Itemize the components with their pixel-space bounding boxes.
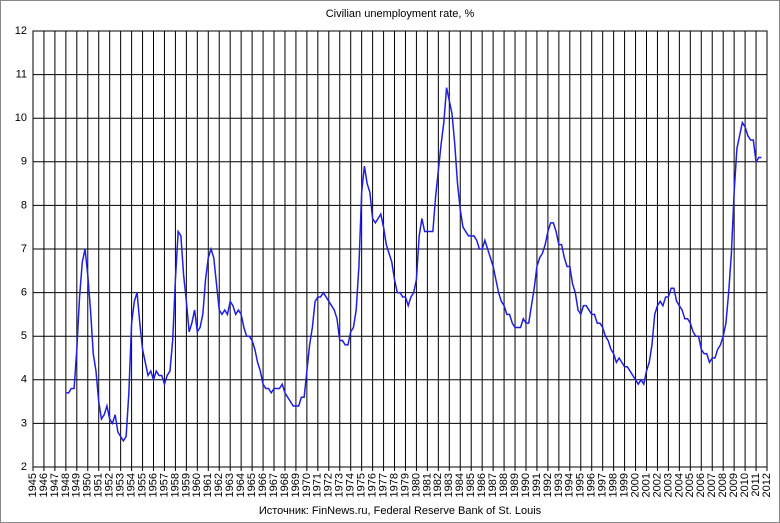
- x-tick-label: 2012: [761, 473, 773, 497]
- x-tick-label: 2010: [739, 473, 751, 497]
- x-tick-label: 1973: [334, 473, 346, 497]
- x-tick-label: 1968: [279, 473, 291, 497]
- x-tick-label: 2005: [684, 473, 696, 497]
- x-tick-label: 1994: [564, 473, 576, 497]
- x-tick-label: 1947: [49, 473, 61, 497]
- y-tick-label: 5: [21, 330, 27, 342]
- y-tick-label: 6: [21, 287, 27, 299]
- x-tick-label: 1983: [443, 473, 455, 497]
- y-tick-label: 3: [21, 417, 27, 429]
- x-tick-label: 1967: [268, 473, 280, 497]
- x-tick-label: 2004: [673, 473, 685, 497]
- x-tick-label: 1982: [432, 473, 444, 497]
- x-tick-label: 1984: [454, 473, 466, 497]
- x-tick-label: 1965: [246, 473, 258, 497]
- x-tick-label: 1950: [82, 473, 94, 497]
- y-tick-label: 4: [21, 374, 27, 386]
- x-tick-label: 1961: [202, 473, 214, 497]
- x-tick-label: 2011: [750, 473, 762, 497]
- x-tick-label: 1992: [542, 473, 554, 497]
- y-tick-label: 12: [15, 25, 27, 37]
- x-tick-label: 1963: [224, 473, 236, 497]
- x-tick-label: 1978: [388, 473, 400, 497]
- y-tick-label: 7: [21, 243, 27, 255]
- x-tick-label: 1995: [575, 473, 587, 497]
- x-tick-label: 1986: [476, 473, 488, 497]
- x-tick-label: 1952: [104, 473, 116, 497]
- x-tick-label: 1948: [60, 473, 72, 497]
- y-tick-label: 11: [16, 69, 27, 81]
- x-tick-label: 1990: [520, 473, 532, 497]
- x-tick-label: 1945: [27, 473, 39, 497]
- x-tick-label: 2000: [629, 473, 641, 497]
- x-tick-label: 1981: [421, 473, 433, 497]
- x-tick-label: 2009: [728, 473, 740, 497]
- x-tick-label: 1988: [498, 473, 510, 497]
- x-tick-label: 1951: [93, 473, 105, 497]
- x-tick-label: 1966: [257, 473, 269, 497]
- x-tick-label: 1993: [553, 473, 565, 497]
- x-tick-label: 1960: [191, 473, 203, 497]
- x-tick-label: 1959: [180, 473, 192, 497]
- x-tick-label: 2006: [695, 473, 707, 497]
- x-tick-label: 1979: [399, 473, 411, 497]
- x-tick-label: 1991: [531, 473, 543, 497]
- x-tick-label: 1953: [115, 473, 127, 497]
- x-tick-label: 2002: [651, 473, 663, 497]
- x-tick-label: 1962: [213, 473, 225, 497]
- x-tick-label: 1996: [586, 473, 598, 497]
- x-tick-label: 1999: [618, 473, 630, 497]
- chart-title: Civilian unemployment rate, %: [326, 8, 475, 20]
- x-tick-label: 1989: [509, 473, 521, 497]
- x-tick-label: 2007: [706, 473, 718, 497]
- x-tick-label: 2003: [662, 473, 674, 497]
- data-line: [65, 87, 762, 443]
- x-tick-label: 1954: [126, 473, 138, 497]
- x-tick-label: 1980: [410, 473, 422, 497]
- x-tick-label: 1997: [597, 473, 609, 497]
- x-tick-label: 1946: [38, 473, 50, 497]
- x-tick-label: 1974: [345, 473, 357, 497]
- source-note: Источник: FinNews.ru, Federal Reserve Ba…: [259, 505, 542, 517]
- x-tick-label: 1957: [158, 473, 170, 497]
- y-tick-label: 9: [21, 156, 27, 168]
- x-tick-label: 1955: [136, 473, 148, 497]
- x-tick-label: 1958: [169, 473, 181, 497]
- x-tick-label: 2001: [640, 473, 652, 497]
- x-tick-label: 1976: [367, 473, 379, 497]
- x-tick-label: 1971: [312, 473, 324, 497]
- y-tick-label: 8: [21, 199, 27, 211]
- y-tick-label: 10: [15, 112, 27, 124]
- x-tick-label: 1985: [465, 473, 477, 497]
- x-tick-label: 1975: [356, 473, 368, 497]
- x-tick-label: 1972: [323, 473, 335, 497]
- x-tick-label: 1956: [147, 473, 159, 497]
- x-tick-label: 1998: [608, 473, 620, 497]
- x-tick-label: 1970: [301, 473, 313, 497]
- x-tick-label: 1964: [235, 473, 247, 497]
- x-tick-label: 1949: [71, 473, 83, 497]
- x-tick-label: 1969: [290, 473, 302, 497]
- x-tick-label: 1977: [377, 473, 389, 497]
- x-tick-label: 1987: [487, 473, 499, 497]
- x-tick-label: 2008: [717, 473, 729, 497]
- y-tick-label: 2: [21, 461, 27, 473]
